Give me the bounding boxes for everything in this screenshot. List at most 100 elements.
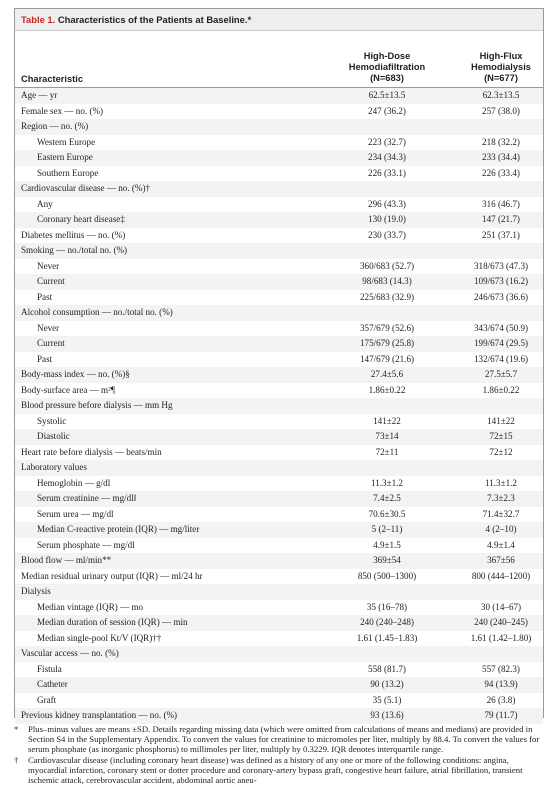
row-label: Never: [37, 322, 60, 333]
row-label: Serum phosphate — mg/dl: [37, 539, 135, 550]
value-hemodialysis: 141±22: [487, 415, 515, 426]
value-hemodiafiltration: 4.9±1.5: [373, 539, 401, 550]
row-label: Southern Europe: [37, 167, 99, 178]
value-hemodialysis: 557 (82.3): [482, 663, 520, 674]
value-hemodialysis: 367±56: [487, 555, 515, 565]
row-label: Catheter: [37, 679, 68, 689]
table-row: Body-surface area — m²¶ 1.86±0.22 1.86±0.2…: [15, 383, 543, 399]
row-label: Hemoglobin — g/dl: [37, 477, 111, 488]
row-label: Coronary heart disease‡: [37, 214, 125, 224]
table-row: Catheter 90 (13.2) 94 (13.9): [15, 677, 543, 693]
value-hemodiafiltration: 147/679 (21.6): [359, 353, 415, 364]
value-hemodialysis: 246/673 (36.6): [473, 291, 529, 302]
value-hemodiafiltration: 70.6±30.5: [368, 508, 406, 519]
value-hemodialysis: 4 (2–10): [485, 524, 517, 534]
row-label: Vascular access — no. (%): [21, 648, 119, 658]
table-row: Serum urea — mg/dl 70.6±30.5 71.4±32.7: [15, 507, 543, 523]
value-hemodiafiltration: 35 (5.1): [372, 694, 402, 705]
value-hemodiafiltration: 225/683 (32.9): [359, 291, 415, 302]
row-label: Diabetes mellitus — no. (%): [21, 229, 126, 240]
row-label: Female sex — no. (%): [21, 105, 104, 116]
header-line: (N=683): [370, 73, 404, 83]
value-hemodialysis: 27.5±5.7: [484, 369, 518, 379]
value-hemodialysis: 109/673 (16.2): [473, 276, 529, 286]
table-row: Laboratory values: [15, 460, 543, 476]
table-row: Serum creatinine — mg/dl‖ 7.4±2.5 7.3±2.3: [15, 491, 543, 507]
table-row: Vascular access — no. (%): [15, 646, 543, 662]
table-row: Smoking — no./total no. (%): [15, 243, 543, 259]
table-row: Median residual urinary output (IQR) — m…: [15, 569, 543, 585]
table-row: Current 175/679 (25.8) 199/674 (29.5): [15, 336, 543, 352]
value-hemodialysis: 233 (34.4): [482, 152, 520, 162]
table-row: Region — no. (%): [15, 119, 543, 135]
row-label: Past: [37, 353, 53, 364]
value-hemodiafiltration: 1.61 (1.45–1.83): [356, 632, 418, 643]
value-hemodiafiltration: 35 (16–78): [366, 601, 408, 612]
value-hemodiafiltration: 93 (13.6): [370, 710, 404, 720]
value-hemodialysis: 343/674 (50.9): [473, 322, 529, 333]
table-row: Cardiovascular disease — no. (%)†: [15, 181, 543, 197]
table-row: Blood flow — ml/min** 369±54 367±56: [15, 553, 543, 569]
row-label: Laboratory values: [21, 462, 87, 472]
table-row: Median duration of session (IQR) — min 24…: [15, 615, 543, 631]
row-label: Body-mass index — no. (%)§: [21, 369, 130, 379]
row-label: Median single-pool Kt/V (IQR)††: [37, 632, 162, 643]
value-hemodiafiltration: 175/679 (25.8): [359, 338, 415, 348]
footnote: † Cardiovascular disease (including coron…: [14, 755, 544, 785]
value-hemodiafiltration: 247 (36.2): [368, 105, 406, 116]
row-label: Blood flow — ml/min**: [21, 555, 112, 565]
footnotes: * Plus–minus values are means ±SD. Detail…: [14, 724, 544, 786]
value-hemodialysis: 199/674 (29.5): [473, 338, 529, 348]
value-hemodialysis: 7.3±2.3: [487, 493, 515, 503]
table-row: Blood pressure before dialysis — mm Hg: [15, 398, 543, 414]
value-hemodiafiltration: 226 (33.1): [368, 167, 406, 178]
row-label: Body-surface area — m²¶: [21, 384, 115, 395]
row-label: Graft: [37, 694, 57, 705]
header-line: (N=677): [484, 73, 518, 83]
footnote-symbol: †: [14, 755, 19, 765]
value-hemodialysis: 147 (21.7): [482, 214, 520, 224]
table-row: Southern Europe 226 (33.1) 226 (33.4): [15, 166, 543, 182]
value-hemodiafiltration: 5 (2–11): [371, 524, 403, 534]
value-hemodiafiltration: 296 (43.3): [368, 198, 406, 209]
footnote-text: Plus–minus values are means ±SD. Details…: [28, 724, 540, 754]
value-hemodialysis: 226 (33.4): [482, 167, 520, 178]
row-label: Systolic: [37, 415, 67, 426]
value-hemodiafiltration: 357/679 (52.6): [359, 322, 415, 333]
value-hemodiafiltration: 360/683 (52.7): [359, 260, 415, 271]
value-hemodiafiltration: 850 (500–1300): [357, 570, 417, 581]
value-hemodialysis: 11.3±1.2: [485, 477, 517, 488]
table-frame: Table 1. Characteristics of the Patients…: [14, 8, 544, 724]
value-hemodialysis: 257 (38.0): [482, 105, 520, 116]
value-hemodialysis: 1.61 (1.42–1.80): [470, 632, 532, 643]
table-row: Past 225/683 (32.9) 246/673 (36.6): [15, 290, 543, 306]
table-row: Eastern Europe 234 (34.3) 233 (34.4): [15, 150, 543, 166]
table-row: Never 360/683 (52.7) 318/673 (47.3): [15, 259, 543, 275]
table-row: Western Europe 223 (32.7) 218 (32.2): [15, 135, 543, 151]
row-label: Median C-reactive protein (IQR) — mg/lit…: [37, 524, 200, 534]
value-hemodiafiltration: 369±54: [373, 555, 401, 565]
value-hemodialysis: 1.86±0.22: [482, 384, 520, 395]
row-label: Region — no. (%): [21, 121, 89, 131]
table-body: Age — yr 62.5±13.5 62.3±13.5 Female sex — n…: [15, 88, 543, 724]
value-hemodialysis: 800 (444–1200): [471, 570, 531, 581]
value-hemodialysis: 72±12: [489, 446, 513, 457]
table-row: Female sex — no. (%) 247 (36.2) 257 (38.0): [15, 104, 543, 120]
table-row: Dialysis: [15, 584, 543, 600]
row-label: Heart rate before dialysis — beats/min: [21, 446, 162, 457]
table-row: Median C-reactive protein (IQR) — mg/lit…: [15, 522, 543, 538]
header-line: High-Dose: [363, 51, 411, 61]
row-label: Diastolic: [37, 431, 70, 441]
table-row: Previous kidney transplantation — no. (%…: [15, 708, 543, 724]
header-line: Hemodiafiltration: [348, 62, 426, 72]
value-hemodiafiltration: 73±14: [375, 431, 399, 441]
value-hemodialysis: 72±15: [489, 431, 513, 441]
header-hemodialysis: High-Flux Hemodialysis (N=677): [441, 51, 558, 84]
value-hemodiafiltration: 234 (34.3): [368, 152, 406, 162]
row-label: Median residual urinary output (IQR) — m…: [21, 570, 203, 581]
row-label: Cardiovascular disease — no. (%)†: [21, 183, 151, 193]
footnote: * Plus–minus values are means ±SD. Detail…: [14, 724, 544, 754]
row-label: Serum urea — mg/dl: [37, 508, 114, 519]
table-row: Serum phosphate — mg/dl 4.9±1.5 4.9±1.4: [15, 538, 543, 554]
header-line: High-Flux: [479, 51, 523, 61]
